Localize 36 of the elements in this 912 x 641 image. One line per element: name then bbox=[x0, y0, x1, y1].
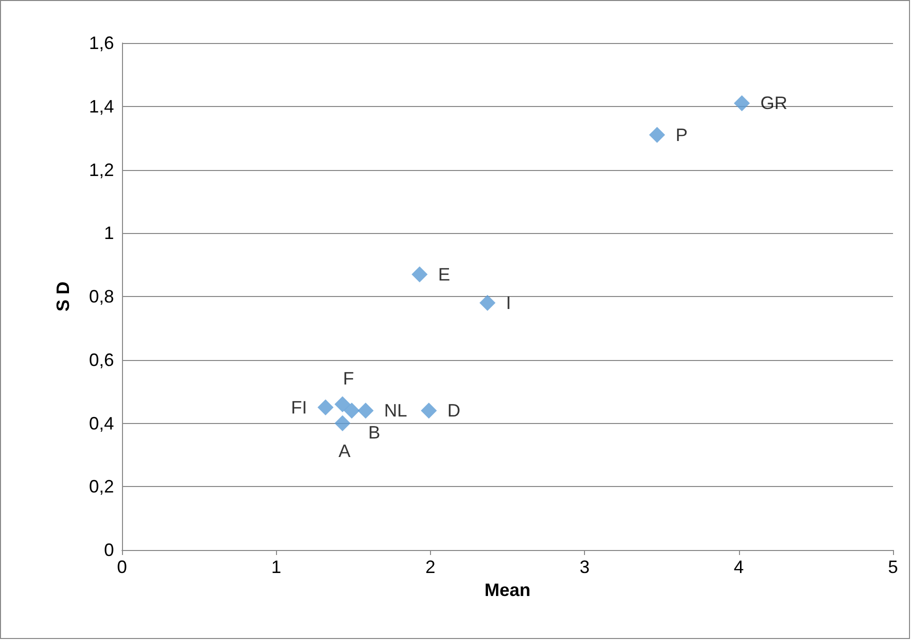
y-tick-label: 0 bbox=[104, 540, 114, 560]
y-tick-label: 0,6 bbox=[88, 350, 114, 370]
annotation: D bbox=[447, 400, 460, 421]
y-tick-label: 0,2 bbox=[88, 476, 114, 497]
point bbox=[334, 415, 351, 432]
point bbox=[479, 294, 496, 311]
point bbox=[334, 396, 351, 412]
annotation: A bbox=[338, 440, 351, 461]
y-tick-label: 1,6 bbox=[88, 33, 114, 53]
point bbox=[412, 266, 428, 282]
x-tick-label: 5 bbox=[888, 557, 898, 577]
x-tick-label: 3 bbox=[580, 557, 590, 577]
x-tick-label: 2 bbox=[425, 557, 436, 577]
y-tick-label: 1 bbox=[104, 223, 114, 244]
point bbox=[318, 399, 334, 416]
y-tick-label: 0,8 bbox=[88, 286, 114, 306]
y-tick-label: 1,4 bbox=[88, 96, 114, 116]
annotation: B bbox=[368, 422, 380, 443]
x-axis-title: Mean bbox=[484, 580, 531, 600]
point bbox=[358, 402, 374, 419]
annotation: P bbox=[676, 124, 688, 145]
x-tick-label: 4 bbox=[734, 557, 744, 577]
point bbox=[734, 95, 750, 112]
y-tick-label: 1,2 bbox=[88, 160, 114, 180]
annotation: F bbox=[343, 368, 354, 389]
annotation: I bbox=[506, 292, 511, 313]
point bbox=[649, 126, 666, 143]
annotation: FI bbox=[291, 397, 308, 418]
annotation: E bbox=[438, 264, 450, 284]
annotation: NL bbox=[384, 400, 408, 421]
point bbox=[344, 402, 360, 419]
y-axis-title: S D bbox=[53, 281, 73, 312]
point bbox=[420, 402, 437, 419]
x-tick-label: 1 bbox=[271, 557, 282, 577]
y-tick-label: 0,4 bbox=[88, 413, 114, 434]
x-tick-label: 0 bbox=[116, 557, 128, 577]
